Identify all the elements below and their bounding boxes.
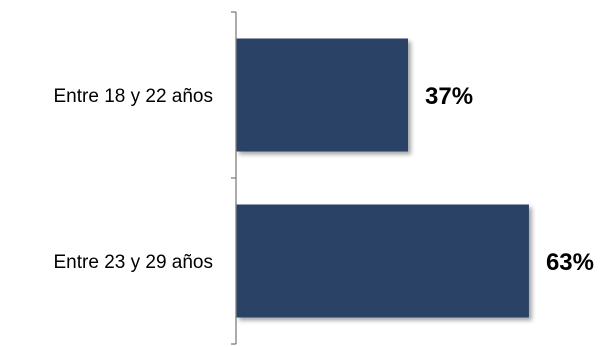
labels-layer: Entre 18 y 22 años 37% Entre 23 y 29 años 6… bbox=[54, 83, 594, 276]
category-axis bbox=[231, 11, 237, 345]
bar-1 bbox=[236, 38, 409, 152]
value-label-1: 37% bbox=[425, 83, 473, 110]
value-label-2: 63% bbox=[546, 249, 594, 276]
bars-layer bbox=[236, 38, 529, 318]
category-label-1: Entre 18 y 22 años bbox=[54, 86, 214, 107]
category-label-2: Entre 23 y 29 años bbox=[54, 252, 214, 273]
bar-2 bbox=[236, 204, 529, 318]
